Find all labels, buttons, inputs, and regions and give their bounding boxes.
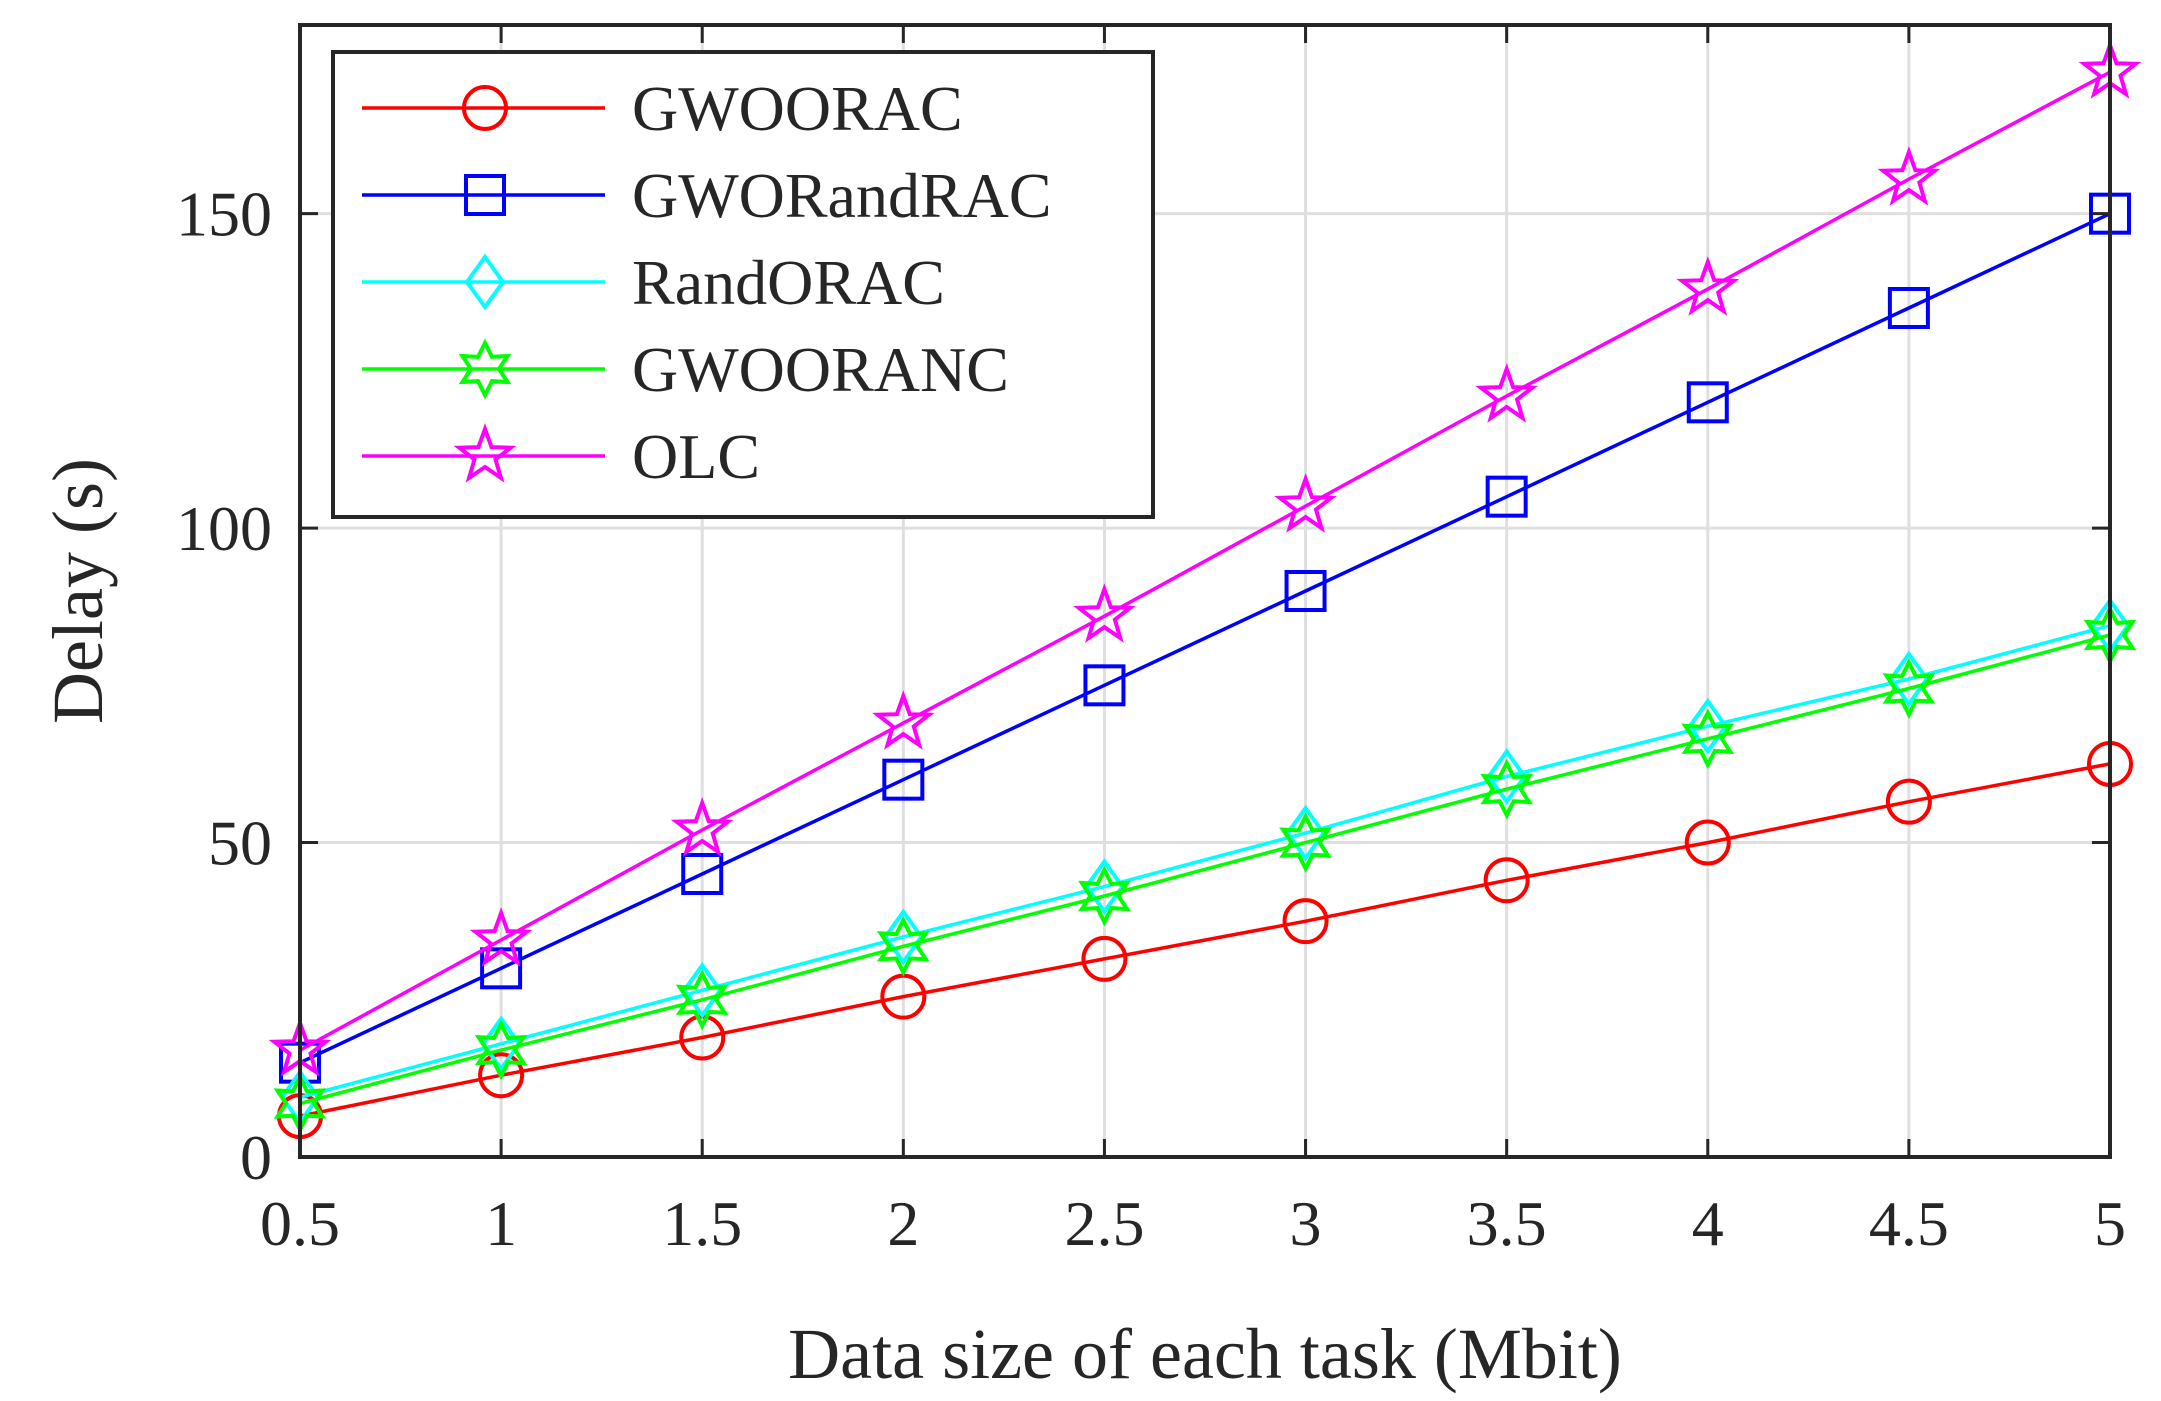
y-tick-label: 50 — [208, 808, 272, 879]
series-GWOORANC — [273, 604, 2137, 1134]
data-point — [474, 1019, 528, 1081]
data-point — [876, 915, 930, 977]
x-tick-label: 1.5 — [662, 1188, 742, 1259]
legend-item: GWOORAC — [362, 73, 963, 144]
data-point — [1885, 778, 1932, 825]
data-point — [1882, 658, 1936, 719]
data-point — [1081, 935, 1128, 982]
y-axis-title: Delay (s) — [38, 458, 118, 724]
legend-label: GWOORANC — [632, 334, 1009, 405]
series-line — [299, 633, 2111, 1106]
x-tick-label: 4.5 — [1869, 1188, 1949, 1259]
data-point — [1877, 146, 1941, 206]
data-point — [882, 758, 925, 801]
data-point — [872, 690, 935, 750]
legend-marker — [453, 423, 517, 483]
data-point — [1485, 475, 1528, 518]
plot-series — [268, 39, 2142, 1140]
data-point — [1073, 583, 1136, 643]
x-tick-label: 1 — [485, 1188, 517, 1259]
x-tick-label: 3.5 — [1467, 1188, 1547, 1259]
series-line — [299, 70, 2111, 1052]
axis-ticks — [298, 25, 2112, 1159]
legend-label: RandORAC — [632, 247, 945, 318]
legend: GWOORAC GWORandRAC RandORAC GWOORANC OLC — [331, 50, 1155, 519]
data-point — [670, 797, 734, 857]
data-point — [681, 961, 723, 1019]
data-point — [1687, 697, 1729, 755]
data-point — [1684, 819, 1731, 866]
legend-item: OLC — [362, 421, 760, 492]
data-point — [1486, 748, 1528, 805]
series-line — [299, 762, 2111, 1118]
data-point — [1888, 650, 1930, 708]
legend-marker — [458, 338, 512, 400]
data-point — [1282, 898, 1329, 945]
data-point — [1279, 812, 1332, 874]
legend-item: RandORAC — [362, 247, 945, 318]
x-tick-label: 0.5 — [260, 1188, 340, 1259]
data-point — [1483, 857, 1530, 904]
legend-marker — [462, 85, 508, 131]
y-tick-label: 100 — [176, 493, 272, 564]
legend-marker — [464, 174, 506, 216]
x-tick-label: 5 — [2094, 1188, 2126, 1259]
y-tick-label: 0 — [240, 1122, 272, 1193]
data-point — [1285, 804, 1327, 862]
legend-label: GWOORAC — [632, 73, 963, 144]
axes-box — [298, 23, 2112, 1159]
legend-label: GWORandRAC — [632, 160, 1052, 231]
data-point — [681, 853, 724, 895]
x-tick-label: 4 — [1692, 1188, 1724, 1259]
series-OLC — [268, 39, 2142, 1077]
y-tick-label: 150 — [176, 179, 272, 250]
data-point — [1676, 256, 1740, 316]
data-point — [1083, 664, 1126, 707]
legend-item: GWOORANC — [362, 334, 1009, 405]
data-point — [882, 908, 924, 966]
data-point — [1274, 473, 1337, 533]
data-point — [1284, 570, 1327, 612]
x-tick-label: 2.5 — [1064, 1188, 1144, 1259]
series-line — [299, 212, 2111, 1065]
legend-marker — [464, 253, 506, 311]
data-point — [675, 969, 729, 1031]
data-point — [1475, 363, 1538, 423]
data-point — [480, 1015, 522, 1073]
x-axis-title: Data size of each task (Mbit) — [788, 1314, 1622, 1394]
data-point — [469, 907, 533, 967]
x-tick-label: 3 — [1290, 1188, 1322, 1259]
legend-item: GWORandRAC — [362, 160, 1052, 231]
x-tick-label: 2 — [887, 1188, 919, 1259]
data-point — [1480, 758, 1534, 820]
series-GWOORAC — [277, 740, 2133, 1140]
data-point — [1083, 858, 1125, 916]
series-line — [299, 623, 2111, 1099]
data-point — [1686, 381, 1729, 424]
data-point — [1887, 287, 1930, 329]
legend-label: OLC — [632, 421, 760, 492]
data-point — [1681, 708, 1735, 770]
data-point — [478, 1052, 525, 1099]
series-RandORAC — [279, 597, 2131, 1126]
data-point — [1078, 865, 1131, 927]
